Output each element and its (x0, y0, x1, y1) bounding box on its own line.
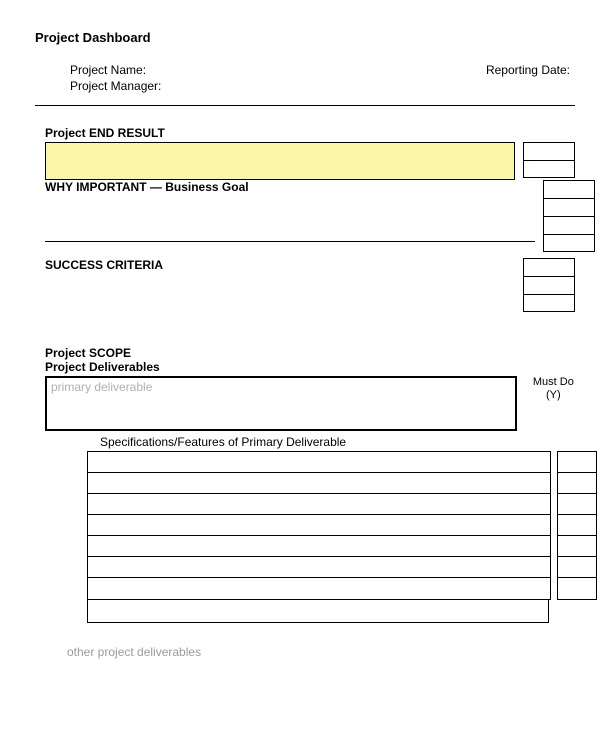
page-title: Project Dashboard (35, 30, 575, 45)
project-manager-label: Project Manager: (70, 79, 161, 93)
table-row[interactable] (88, 473, 550, 494)
primary-deliverable-input[interactable]: primary deliverable (45, 376, 517, 431)
other-deliverables-label: other project deliverables (67, 645, 575, 659)
table-row[interactable] (88, 578, 550, 599)
side-cell[interactable] (558, 515, 596, 536)
extra-row-open (87, 600, 549, 622)
extra-row-top (87, 622, 549, 642)
end-result-side (523, 142, 575, 180)
why-important-input[interactable] (45, 194, 535, 242)
why-side (543, 180, 595, 252)
side-cell[interactable] (558, 557, 596, 578)
reporting-date-label: Reporting Date: (486, 63, 570, 77)
side-cell[interactable] (523, 160, 575, 178)
specs-side-table (557, 451, 597, 600)
success-side (523, 258, 575, 312)
side-cell[interactable] (523, 276, 575, 294)
side-cell[interactable] (558, 536, 596, 557)
table-row[interactable] (88, 494, 550, 515)
table-row[interactable] (88, 452, 550, 473)
deliverables-label: Project Deliverables (45, 360, 575, 374)
success-criteria-label: SUCCESS CRITERIA (45, 258, 515, 272)
specs-table (87, 451, 551, 600)
table-row[interactable] (88, 515, 550, 536)
side-cell[interactable] (523, 258, 575, 276)
side-cell[interactable] (558, 494, 596, 515)
side-cell[interactable] (523, 142, 575, 160)
specs-label: Specifications/Features of Primary Deliv… (100, 435, 575, 449)
table-row[interactable] (88, 557, 550, 578)
project-name-label: Project Name: (70, 63, 146, 77)
table-row[interactable] (88, 536, 550, 557)
side-cell[interactable] (523, 294, 575, 312)
side-cell[interactable] (543, 234, 595, 252)
end-result-input[interactable] (45, 142, 515, 180)
side-cell[interactable] (558, 452, 596, 473)
why-important-label: WHY IMPORTANT — Business Goal (45, 180, 535, 194)
scope-label: Project SCOPE (45, 346, 575, 360)
side-cell[interactable] (543, 216, 595, 234)
side-cell[interactable] (543, 198, 595, 216)
must-do-label: Must Do (Y) (532, 376, 575, 402)
side-cell[interactable] (558, 578, 596, 599)
divider-line (35, 105, 575, 106)
side-cell[interactable] (558, 473, 596, 494)
side-cell[interactable] (543, 180, 595, 198)
header-row-2: Project Manager: (35, 79, 575, 93)
header-row-1: Project Name: Reporting Date: (35, 63, 575, 77)
end-result-label: Project END RESULT (45, 126, 575, 140)
